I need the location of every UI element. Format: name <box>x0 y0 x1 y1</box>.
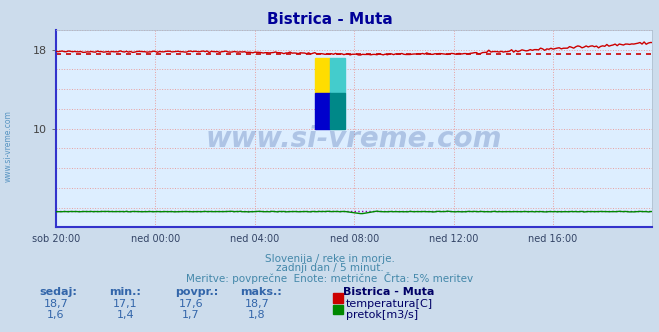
Text: www.si-vreme.com: www.si-vreme.com <box>206 124 502 152</box>
Text: sedaj:: sedaj: <box>40 287 77 297</box>
Text: ned 12:00: ned 12:00 <box>429 234 478 244</box>
Text: sob 20:00: sob 20:00 <box>32 234 80 244</box>
Text: 18,7: 18,7 <box>43 299 69 309</box>
Text: maks.:: maks.: <box>241 287 282 297</box>
Text: povpr.:: povpr.: <box>175 287 218 297</box>
Text: min.:: min.: <box>109 287 140 297</box>
Text: Slovenija / reke in morje.: Slovenija / reke in morje. <box>264 254 395 264</box>
Text: ned 08:00: ned 08:00 <box>330 234 379 244</box>
Text: 1,4: 1,4 <box>117 310 134 320</box>
FancyBboxPatch shape <box>316 93 330 129</box>
Text: ned 00:00: ned 00:00 <box>130 234 180 244</box>
FancyBboxPatch shape <box>316 57 330 93</box>
Text: temperatura[C]: temperatura[C] <box>346 299 433 309</box>
Text: 1,7: 1,7 <box>183 310 200 320</box>
Text: 1,8: 1,8 <box>248 310 266 320</box>
Text: www.si-vreme.com: www.si-vreme.com <box>3 110 13 182</box>
Text: 17,1: 17,1 <box>113 299 138 309</box>
Text: ned 16:00: ned 16:00 <box>529 234 578 244</box>
Text: Bistrica - Muta: Bistrica - Muta <box>343 287 434 297</box>
Text: Meritve: povprečne  Enote: metrične  Črta: 5% meritev: Meritve: povprečne Enote: metrične Črta:… <box>186 272 473 284</box>
FancyBboxPatch shape <box>330 57 345 93</box>
Text: ned 04:00: ned 04:00 <box>230 234 279 244</box>
Text: 17,6: 17,6 <box>179 299 204 309</box>
Text: pretok[m3/s]: pretok[m3/s] <box>346 310 418 320</box>
Text: 1,6: 1,6 <box>47 310 65 320</box>
Text: zadnji dan / 5 minut.: zadnji dan / 5 minut. <box>275 263 384 273</box>
Text: Bistrica - Muta: Bistrica - Muta <box>267 12 392 27</box>
Text: 18,7: 18,7 <box>244 299 270 309</box>
FancyBboxPatch shape <box>330 93 345 129</box>
